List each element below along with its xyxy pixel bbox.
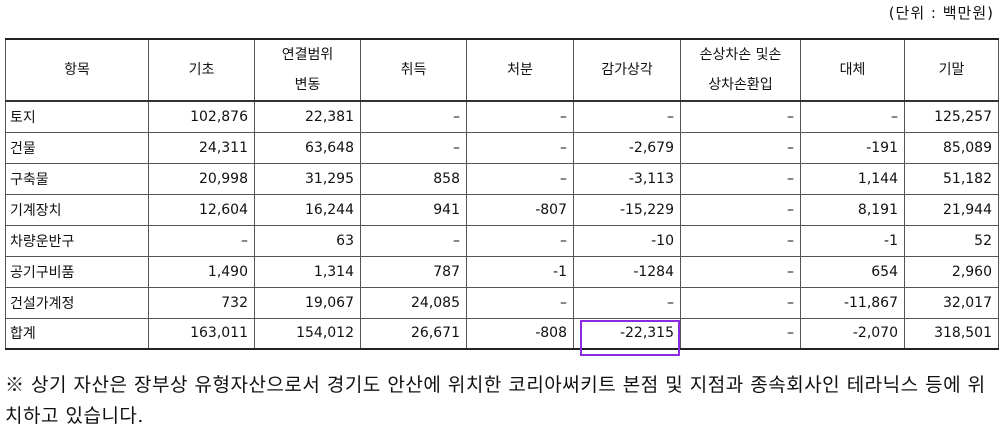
value-cell: –	[148, 224, 255, 257]
value-cell: –	[466, 162, 574, 195]
value-cell: 941	[360, 193, 467, 226]
row-label: 차량운반구	[5, 224, 149, 257]
value-cell: 20,998	[148, 162, 255, 195]
value-cell: 63	[254, 224, 361, 257]
value-cell: –	[800, 100, 905, 133]
header-cell: 감가상각	[573, 38, 681, 102]
value-cell: -22,315	[573, 317, 681, 350]
value-cell: –	[573, 100, 681, 133]
value-cell: –	[466, 131, 574, 164]
value-cell: -3,113	[573, 162, 681, 195]
table-row: 구축물 20,998 31,295 858– -3,113–1,144 51,182	[5, 162, 999, 195]
header-cell: 손상차손 및손 상차손환입	[680, 38, 801, 102]
value-cell: 31,295	[254, 162, 361, 195]
value-cell: 85,089	[904, 131, 999, 164]
value-cell: –	[680, 286, 801, 319]
value-cell: –	[360, 224, 467, 257]
value-cell: 32,017	[904, 286, 999, 319]
value-cell: -807	[466, 193, 574, 226]
value-cell: -1	[466, 255, 574, 288]
value-cell: –	[466, 100, 574, 133]
header-cell: 항목	[5, 38, 149, 102]
unit-label: (단위 : 백만원)	[888, 4, 994, 22]
value-cell: 318,501	[904, 317, 999, 350]
value-cell: 12,604	[148, 193, 255, 226]
header-cell: 대체	[800, 38, 905, 102]
value-cell: –	[466, 224, 574, 257]
value-cell: -808	[466, 317, 574, 350]
row-label: 합계	[5, 317, 149, 350]
value-cell: 63,648	[254, 131, 361, 164]
header-row: 항목 기초 연결범위 변동 취득 처분 감가상각 손상차손 및손 상차손환입 대체 기말	[5, 38, 999, 102]
header-cell: 기말	[904, 38, 999, 102]
value-cell: 102,876	[148, 100, 255, 133]
value-cell: 21,944	[904, 193, 999, 226]
value-cell: 858	[360, 162, 467, 195]
header-cell: 취득	[360, 38, 467, 102]
value-cell: -2,070	[800, 317, 905, 350]
table-row: 기계장치 12,604 16,244 941 -807 -15,229–8,191 21,9…	[5, 193, 999, 226]
value-cell: –	[680, 224, 801, 257]
value-cell: 154,012	[254, 317, 361, 350]
value-cell: –	[680, 131, 801, 164]
value-cell: 1,144	[800, 162, 905, 195]
row-label: 기계장치	[5, 193, 149, 226]
value-cell: -191	[800, 131, 905, 164]
value-cell: –	[466, 286, 574, 319]
row-label: 건물	[5, 131, 149, 164]
header-cell: 연결범위 변동	[254, 38, 361, 102]
value-cell: –	[680, 255, 801, 288]
value-cell: -10	[573, 224, 681, 257]
value-cell: –	[573, 286, 681, 319]
value-cell: –	[680, 193, 801, 226]
value-cell: 2,960	[904, 255, 999, 288]
value-cell: 19,067	[254, 286, 361, 319]
table-row: 공기구비품 1,490 1,314 787 -1 -1284–654 2,960	[5, 255, 999, 288]
value-cell: 26,671	[360, 317, 467, 350]
value-cell: 16,244	[254, 193, 361, 226]
value-cell: -1	[800, 224, 905, 257]
value-cell: 22,381	[254, 100, 361, 133]
value-cell: –	[680, 100, 801, 133]
table-row: 합계 163,011 154,012 26,671 -808 -22,315– -2,070…	[5, 317, 999, 350]
value-cell: 125,257	[904, 100, 999, 133]
value-cell: 787	[360, 255, 467, 288]
footnote: ※ 상기 자산은 장부상 유형자산으로서 경기도 안산에 위치한 코리아써키트 …	[5, 374, 986, 427]
table-row: 차량운반구 –63– – -10– -1 52	[5, 224, 999, 257]
value-cell: –	[360, 131, 467, 164]
value-cell: 1,490	[148, 255, 255, 288]
table-body: 토지 102,876 22,381– – – – –125,257 건물 24,311 63,64…	[5, 100, 999, 350]
row-label: 공기구비품	[5, 255, 149, 288]
table-row: 건설가계정 732 19,067 24,085– – – -11,867 32,017	[5, 286, 999, 319]
value-cell: -2,679	[573, 131, 681, 164]
header-cell: 처분	[466, 38, 574, 102]
value-cell: 654	[800, 255, 905, 288]
value-cell: 732	[148, 286, 255, 319]
table-row: 토지 102,876 22,381– – – – –125,257	[5, 100, 999, 133]
value-cell: –	[680, 162, 801, 195]
value-cell: 51,182	[904, 162, 999, 195]
value-cell: 163,011	[148, 317, 255, 350]
table-row: 건물 24,311 63,648– – -2,679– -191 85,089	[5, 131, 999, 164]
value-cell: 52	[904, 224, 999, 257]
value-cell: -1284	[573, 255, 681, 288]
value-cell: 1,314	[254, 255, 361, 288]
row-label: 토지	[5, 100, 149, 133]
value-cell: -15,229	[573, 193, 681, 226]
value-cell: 8,191	[800, 193, 905, 226]
value-cell: -11,867	[800, 286, 905, 319]
asset-table: 항목 기초 연결범위 변동 취득 처분 감가상각 손상차손 및손 상차손환입 대체 기말 토지 1…	[5, 38, 999, 350]
value-cell: 24,085	[360, 286, 467, 319]
value-cell: –	[680, 317, 801, 350]
value-cell: 24,311	[148, 131, 255, 164]
header-cell: 기초	[148, 38, 255, 102]
value-cell: –	[360, 100, 467, 133]
row-label: 구축물	[5, 162, 149, 195]
row-label: 건설가계정	[5, 286, 149, 319]
